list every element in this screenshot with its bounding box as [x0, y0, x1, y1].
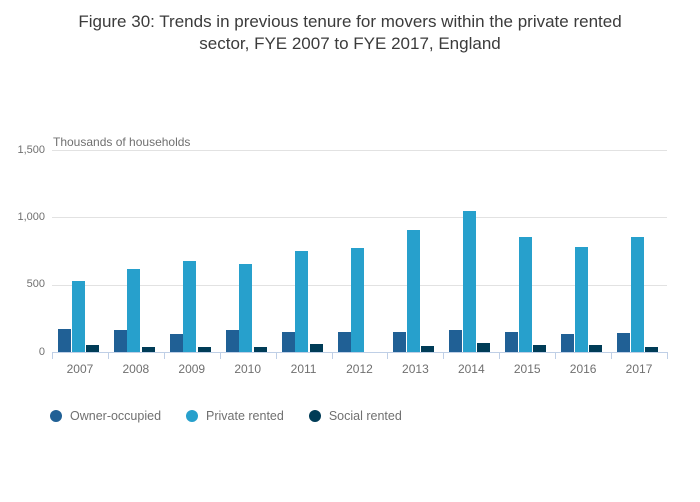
- x-axis-line: [52, 352, 668, 353]
- bar-owner-occupied-2015: [505, 331, 519, 352]
- bar-private-rented-2012: [351, 247, 365, 352]
- bar-private-rented-2017: [630, 236, 644, 352]
- legend-item-social-rented: Social rented: [308, 409, 402, 423]
- x-axis-label-2016: 2016: [569, 362, 597, 376]
- bar-social-rented-2007: [86, 344, 99, 352]
- bar-social-rented-2013: [421, 345, 435, 352]
- legend-dot-private-rented: [186, 410, 199, 422]
- legend: Owner-occupied Private rented Social rente…: [50, 409, 402, 423]
- chart-title-line-2: sector, FYE 2007 to FYE 2017, England: [199, 34, 501, 53]
- x-axis-label-2015: 2015: [513, 362, 541, 376]
- gridline-1000: [52, 217, 667, 219]
- bar-owner-occupied-2014: [449, 329, 463, 352]
- bar-private-rented-2015: [518, 236, 532, 352]
- bar-owner-occupied-2016: [561, 334, 575, 352]
- bar-owner-occupied-2011: [281, 331, 295, 352]
- x-axis-label-2013: 2013: [402, 362, 429, 376]
- x-axis-tick: [387, 353, 389, 359]
- legend-dot-social-rented: [308, 410, 321, 422]
- y-axis-label-1500: 1,500: [17, 143, 45, 156]
- bar-private-rented-2013: [406, 230, 420, 352]
- x-axis-tick: [611, 353, 613, 359]
- bar-social-rented-2014: [477, 342, 491, 352]
- legend-label-social-rented: Social rented: [328, 409, 402, 423]
- bar-social-rented-2017: [645, 347, 659, 352]
- bar-owner-occupied-2009: [169, 333, 183, 352]
- y-axis-unit-label: Thousands of households: [53, 135, 191, 149]
- bar-private-rented-2007: [71, 280, 85, 352]
- bar-social-rented-2015: [533, 344, 547, 352]
- x-axis-label-2008: 2008: [122, 362, 150, 376]
- x-axis-label-2012: 2012: [346, 362, 373, 376]
- legend-item-private-rented: Private rented: [186, 409, 284, 423]
- x-axis-tick: [443, 353, 445, 359]
- bar-owner-occupied-2010: [225, 329, 239, 352]
- legend-label-owner-occupied: Owner-occupied: [70, 409, 162, 423]
- bar-social-rented-2016: [589, 345, 603, 352]
- legend-dot-owner-occupied: [50, 410, 62, 422]
- x-axis-tick: [163, 353, 165, 359]
- x-axis-tick: [499, 353, 501, 359]
- bar-social-rented-2008: [141, 347, 155, 352]
- bar-owner-occupied-2012: [337, 332, 351, 352]
- x-axis-label-2007: 2007: [66, 362, 94, 376]
- y-axis-label-1000: 1,000: [17, 210, 45, 223]
- bar-social-rented-2009: [197, 346, 211, 352]
- x-axis-label-2017: 2017: [625, 362, 653, 376]
- x-axis-tick: [219, 353, 221, 359]
- x-axis-tick: [107, 353, 109, 359]
- y-axis-label-0: 0: [38, 345, 45, 358]
- y-axis-label-500: 500: [26, 278, 45, 291]
- legend-label-private-rented: Private rented: [206, 409, 284, 423]
- gridline-1500: [52, 150, 667, 151]
- chart-title-line-1: Figure 30: Trends in previous tenure for…: [78, 12, 622, 31]
- x-axis-tick: [331, 353, 333, 359]
- x-axis-label-2009: 2009: [178, 362, 206, 376]
- x-axis-label-2010: 2010: [234, 362, 262, 376]
- bar-private-rented-2011: [295, 251, 309, 352]
- bar-owner-occupied-2007: [58, 329, 71, 352]
- x-axis-tick: [555, 353, 557, 359]
- x-axis-tick: [52, 353, 53, 359]
- bar-owner-occupied-2008: [113, 330, 127, 352]
- bar-private-rented-2014: [462, 211, 476, 352]
- chart-title: Figure 30: Trends in previous tenure for…: [30, 11, 670, 55]
- bar-private-rented-2010: [239, 263, 253, 352]
- bar-owner-occupied-2013: [393, 331, 407, 352]
- x-axis-tick: [667, 353, 668, 359]
- bar-private-rented-2016: [574, 246, 588, 352]
- bar-private-rented-2008: [127, 268, 141, 352]
- bar-owner-occupied-2017: [617, 333, 631, 352]
- x-axis-label-2014: 2014: [457, 362, 485, 376]
- bar-private-rented-2009: [183, 261, 197, 352]
- x-axis-label-2011: 2011: [290, 362, 317, 376]
- bar-social-rented-2010: [253, 346, 267, 352]
- x-axis-tick: [275, 353, 277, 359]
- legend-item-owner-occupied: Owner-occupied: [50, 409, 161, 423]
- bar-social-rented-2011: [309, 343, 323, 352]
